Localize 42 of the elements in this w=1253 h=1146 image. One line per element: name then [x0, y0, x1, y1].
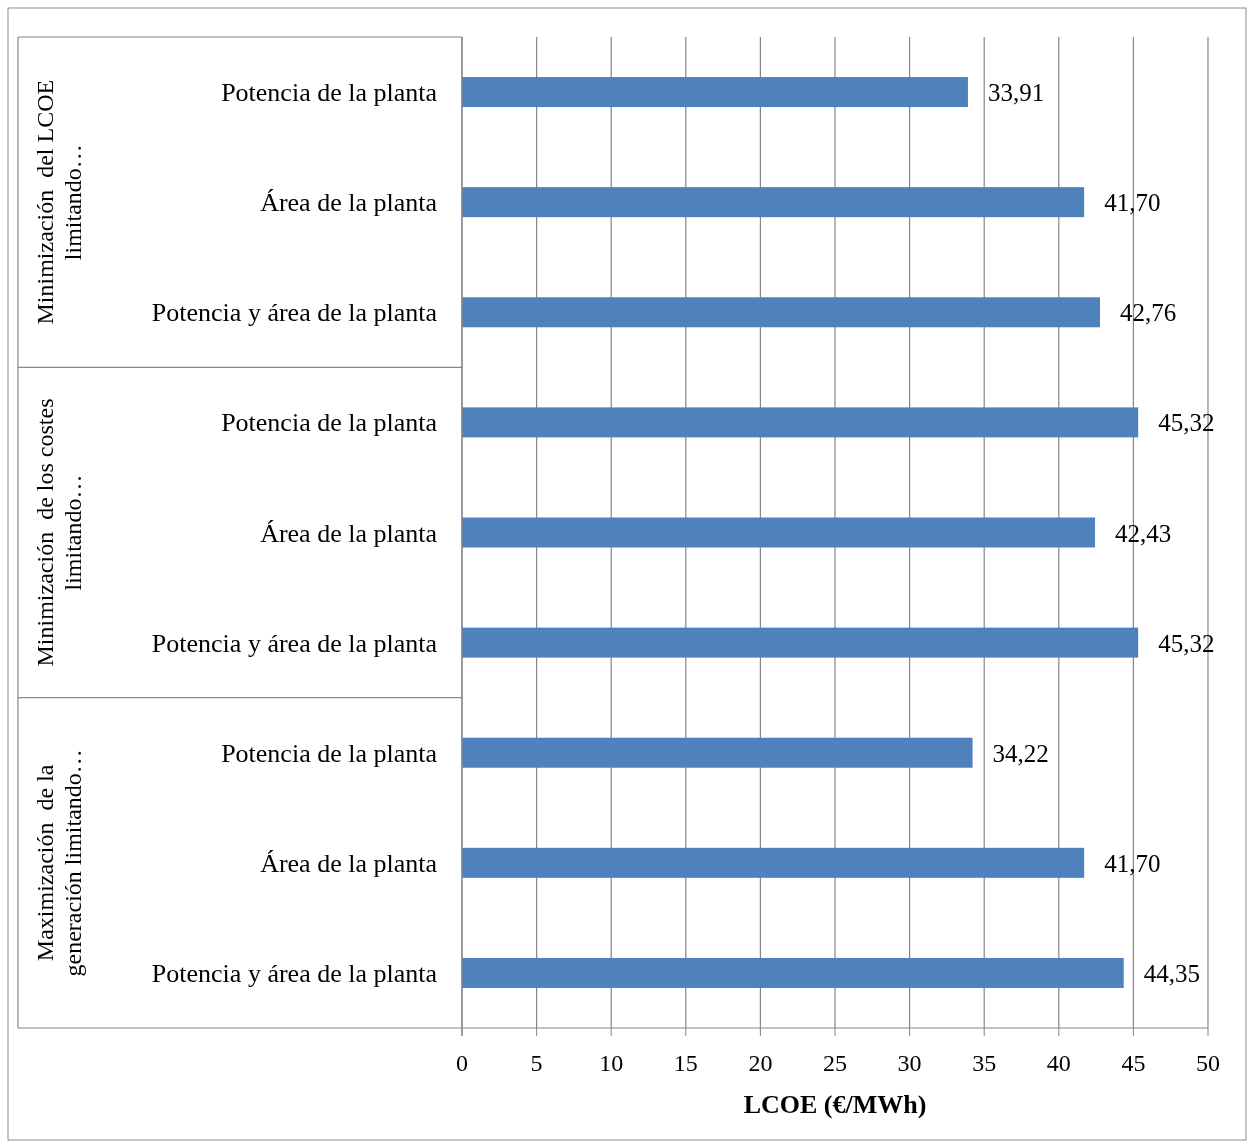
x-tick-label: 15	[673, 1050, 698, 1076]
y-tick-label: Potencia de la planta	[221, 408, 438, 438]
x-axis-title: LCOE (€/MWh)	[743, 1090, 927, 1119]
bar	[462, 627, 1139, 658]
text: Maximización de la generación limitando…	[32, 749, 86, 977]
data-label: 41,70	[1104, 189, 1161, 217]
bar	[462, 407, 1139, 438]
data-label: 45,32	[1158, 409, 1215, 437]
x-tick-label: 20	[748, 1050, 773, 1076]
x-tick-label: 50	[1196, 1050, 1220, 1076]
x-tick-label: 25	[823, 1050, 847, 1076]
x-tick-label: 45	[1121, 1050, 1146, 1076]
x-tick-label: 30	[897, 1050, 922, 1076]
y-tick-label: Área de la planta	[260, 518, 438, 548]
x-tick-label: 40	[1046, 1050, 1071, 1076]
bar	[462, 517, 1096, 548]
data-label: 42,43	[1115, 519, 1172, 547]
data-label: 42,76	[1119, 299, 1177, 327]
bar	[462, 847, 1085, 878]
y-tick-label: Área de la planta	[260, 848, 438, 878]
y-tick-label: Potencia de la planta	[221, 738, 438, 768]
data-label: 33,91	[987, 79, 1045, 107]
data-label: 45,32	[1158, 629, 1215, 657]
y-tick-label: Potencia y área de la planta	[151, 628, 438, 658]
bar	[462, 957, 1124, 988]
y-tick-label: Potencia y área de la planta	[151, 298, 438, 328]
x-tick-label: 0	[456, 1050, 468, 1076]
x-tick-label: 35	[972, 1050, 997, 1076]
y-tick-label: Área de la planta	[260, 188, 438, 218]
data-label: 34,22	[992, 739, 1049, 767]
data-label: 41,70	[1104, 849, 1161, 877]
x-tick-label: 10	[599, 1050, 624, 1076]
bar	[462, 297, 1100, 328]
text: Minimización de los costes limitando…	[32, 398, 86, 667]
bar	[462, 737, 973, 768]
x-tick-label: 5	[530, 1050, 543, 1076]
bar	[462, 77, 968, 108]
data-label: 44,35	[1143, 959, 1200, 987]
y-tick-label: Potencia de la planta	[221, 78, 438, 108]
text: Minimización del LCOE limitando…	[32, 79, 86, 325]
y-tick-label: Potencia y área de la planta	[151, 958, 438, 988]
bar	[462, 187, 1085, 218]
